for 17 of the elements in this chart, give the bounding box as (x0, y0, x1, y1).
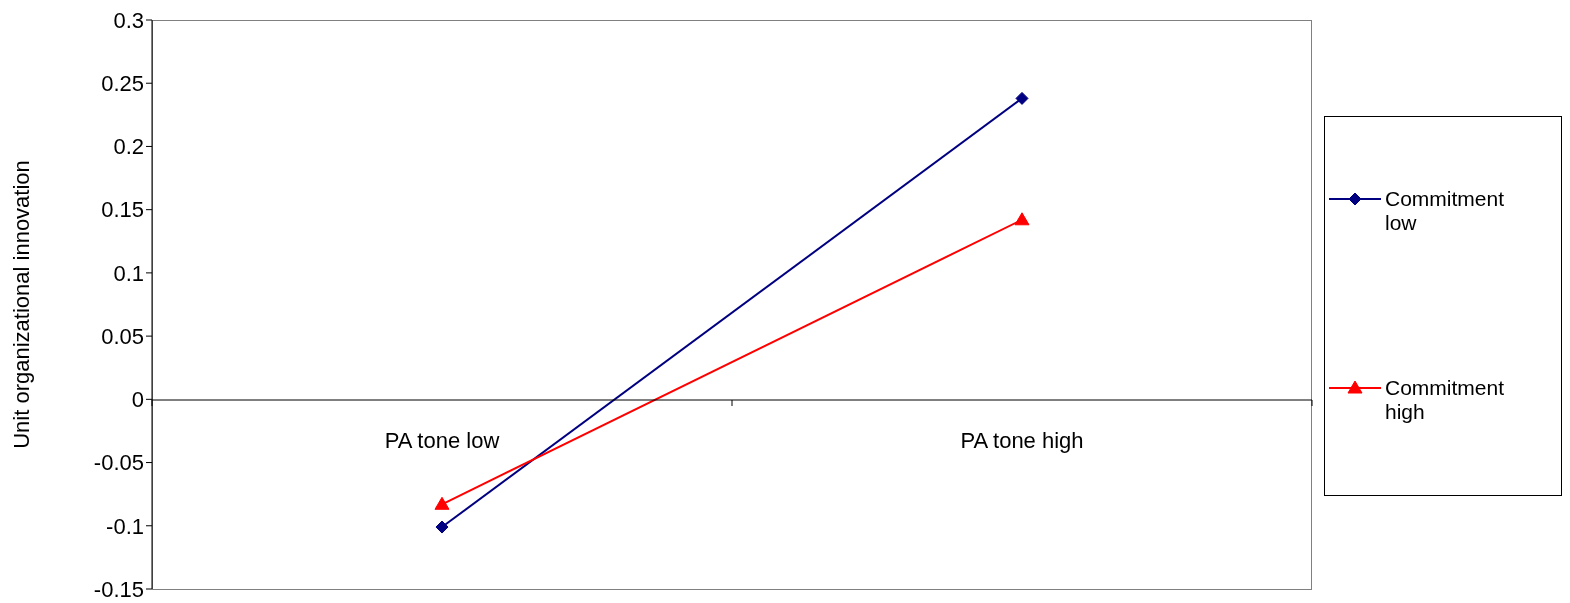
point (435, 520, 449, 534)
x-tick-label: PA tone low (384, 428, 500, 453)
y-tick-label: 0.05 (101, 323, 144, 349)
legend-label: Commitment low (1385, 187, 1506, 235)
y-tick-label: 0.15 (101, 197, 144, 223)
y-tick-label: -0.05 (93, 450, 144, 476)
y-tick-label: 0.2 (113, 134, 144, 160)
y-tick-label: -0.1 (106, 513, 144, 539)
y-tick-label: 0.1 (113, 260, 144, 286)
x-tick-label: PA tone high (960, 428, 1084, 453)
y-tick-label: 0 (131, 387, 144, 413)
point (1015, 91, 1029, 105)
y-tick-label: -0.15 (93, 576, 144, 602)
y-axis-title: Unit organizational innovation (8, 160, 34, 449)
legend-label: Commitment high (1385, 376, 1506, 424)
y-tick-label: 0.25 (101, 71, 144, 97)
y-tick-label: 0.3 (113, 7, 144, 33)
